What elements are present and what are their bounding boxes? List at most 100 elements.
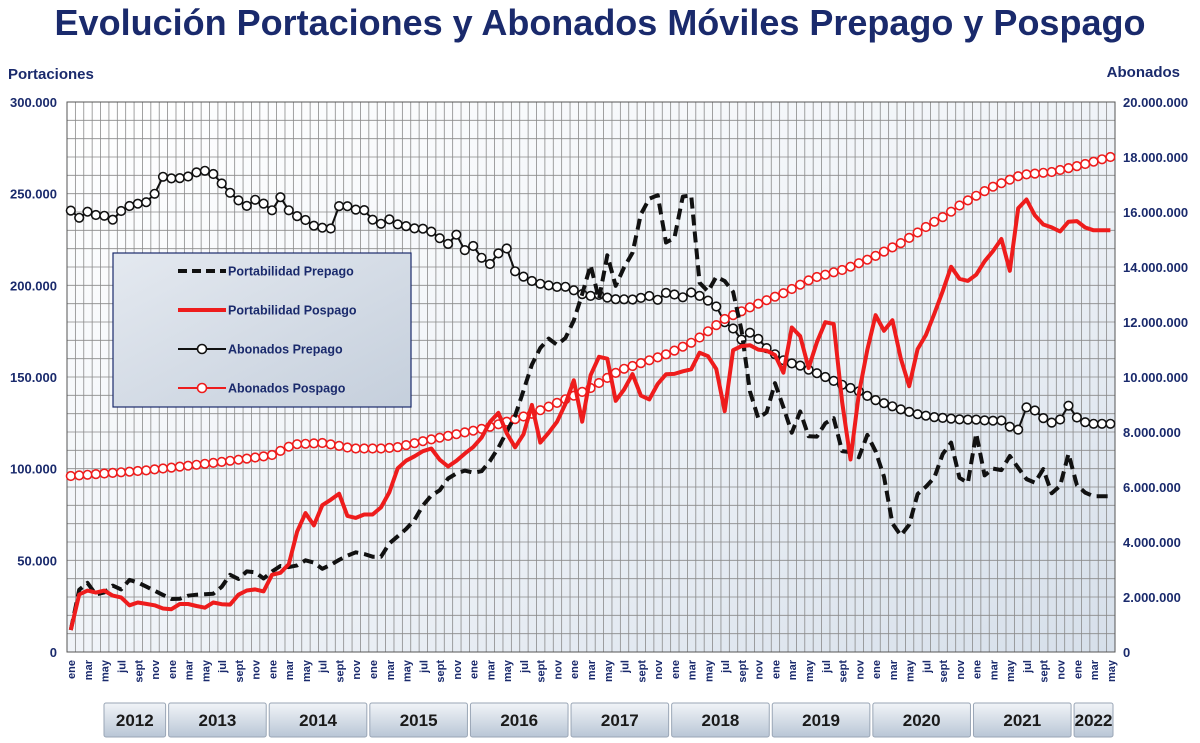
abonados-pospago-point (342, 442, 353, 453)
abonados-prepago-point (1046, 417, 1057, 428)
month-label: mar (83, 659, 95, 680)
abonados-pospago-point (317, 437, 328, 449)
month-label: may (804, 659, 816, 682)
abonados-prepago-point (258, 198, 269, 209)
abonados-pospago-point (912, 227, 923, 238)
abonados-prepago-point (342, 201, 353, 212)
abonados-pospago-point (945, 206, 957, 217)
abonados-pospago-point (769, 291, 781, 302)
abonados-prepago-point (166, 173, 177, 184)
month-label: nov (351, 659, 363, 679)
abonados-pospago-point (845, 261, 856, 272)
month-label: sept (636, 660, 648, 683)
month-label: ene (167, 660, 179, 679)
abonados-pospago-point (325, 439, 336, 450)
month-label: mar (184, 659, 196, 680)
right-tick-label: 0 (1123, 645, 1130, 660)
right-tick-label: 8.000.000 (1123, 425, 1181, 440)
abonados-prepago-point (862, 390, 873, 402)
abonados-pospago-point (124, 466, 135, 477)
abonados-prepago-point (199, 165, 210, 176)
month-label: may (301, 659, 313, 682)
abonados-pospago-point (459, 427, 470, 438)
month-label: jul (1022, 660, 1034, 674)
month-label: ene (66, 660, 78, 679)
abonados-prepago-point (74, 212, 85, 223)
month-label: jul (418, 660, 430, 674)
abonados-pospago-point (677, 341, 688, 352)
legend-label-portabilidad-pospago: Portabilidad Pospago (228, 304, 357, 318)
year-label: 2014 (299, 711, 337, 730)
left-tick-label: 300.000 (10, 95, 57, 110)
abonados-pospago-point (954, 200, 965, 211)
month-label: mar (988, 659, 1000, 680)
abonados-prepago-point (434, 233, 445, 244)
abonados-prepago-point (1105, 418, 1116, 429)
year-box (469, 702, 569, 738)
month-label: may (402, 659, 414, 682)
abonados-prepago-point (560, 281, 571, 292)
year-label: 2013 (198, 711, 236, 730)
year-label: 2020 (903, 711, 941, 730)
abonados-pospago-point (895, 238, 906, 249)
abonados-prepago-point (300, 214, 311, 226)
abonados-prepago-point (996, 415, 1007, 426)
abonados-prepago-point (65, 205, 76, 216)
abonados-pospago-point (719, 313, 730, 325)
abonados-prepago-point (275, 192, 286, 203)
abonados-prepago-point (535, 278, 546, 289)
abonados-prepago-point (1096, 418, 1108, 429)
abonados-pospago-point (971, 190, 982, 201)
abonados-pospago-point (1038, 167, 1049, 178)
abonados-pospago-point (702, 326, 714, 337)
abonados-pospago-point (199, 458, 210, 469)
right-tick-label: 6.000.000 (1123, 480, 1181, 495)
month-label: nov (251, 659, 263, 679)
abonados-pospago-point (65, 470, 76, 482)
abonados-pospago-point (468, 425, 479, 436)
abonados-prepago-point (1021, 402, 1032, 413)
abonados-prepago-point (753, 333, 764, 345)
abonados-pospago-point (904, 232, 915, 243)
year-box (268, 702, 368, 738)
month-label: may (100, 659, 112, 682)
year-label: 2018 (702, 711, 740, 730)
abonados-prepago-point (518, 271, 529, 282)
abonados-prepago-point (191, 167, 202, 178)
abonados-prepago-point (954, 414, 965, 425)
legend-label-abonados-pospago: Abonados Pospago (228, 382, 346, 396)
abonados-prepago-point (702, 295, 714, 306)
month-label: sept (234, 660, 246, 683)
abonados-pospago-point (308, 438, 320, 449)
abonados-prepago-point (878, 398, 890, 409)
abonados-pospago-point (820, 269, 831, 280)
abonados-pospago-point (1088, 156, 1099, 167)
year-box (972, 702, 1072, 738)
abonados-pospago-point (82, 469, 93, 480)
abonados-prepago-point (451, 229, 462, 240)
abonados-prepago-point (543, 280, 554, 291)
abonados-pospago-point (208, 457, 219, 469)
abonados-pospago-point (216, 456, 227, 468)
abonados-pospago-point (266, 449, 278, 461)
left-tick-label: 100.000 (10, 462, 57, 477)
abonados-prepago-point (1063, 400, 1074, 411)
month-label: nov (754, 659, 766, 679)
abonados-prepago-point (551, 281, 563, 293)
abonados-prepago-point (308, 220, 320, 231)
abonados-prepago-point (694, 290, 705, 302)
year-box (369, 702, 468, 738)
month-label: jul (519, 660, 531, 674)
abonados-pospago-point (543, 401, 554, 412)
abonados-pospago-point (836, 264, 848, 276)
abonados-pospago-point (375, 443, 387, 454)
month-label: sept (1039, 660, 1051, 683)
abonados-pospago-point (417, 436, 429, 447)
abonados-prepago-point (786, 358, 797, 369)
abonados-pospago-point (996, 178, 1007, 189)
abonados-pospago-point (90, 469, 101, 480)
abonados-prepago-point (484, 258, 496, 270)
abonados-pospago-point (434, 432, 445, 443)
abonados-prepago-point (1038, 413, 1049, 424)
abonados-pospago-point (132, 465, 143, 477)
